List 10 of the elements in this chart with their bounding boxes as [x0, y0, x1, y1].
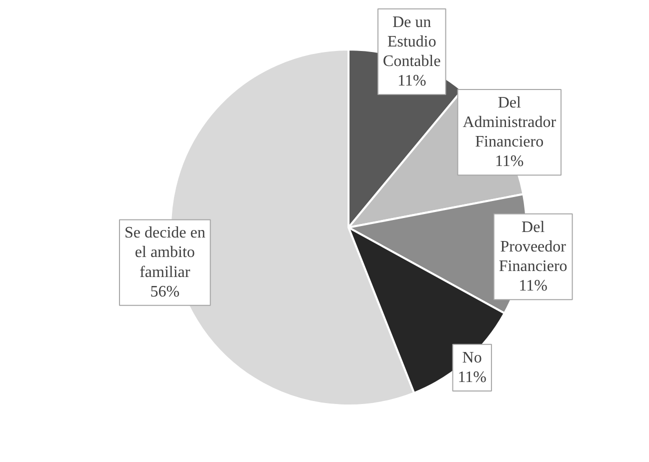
slice-label: No	[462, 349, 482, 366]
slice-label: Se decide en el ambito familiar	[124, 224, 206, 281]
data-label: 11%	[458, 368, 486, 386]
data-label: 11%	[518, 278, 548, 295]
slice-label: Del Proveedor Financiero	[498, 218, 568, 276]
slice-label: Del Administrador Financiero	[462, 94, 557, 151]
data-label: 56%	[150, 283, 180, 300]
slice-label: De un Estudio Contable	[382, 14, 441, 70]
data-label: 11%	[495, 153, 524, 170]
data-label: 11%	[397, 72, 426, 90]
